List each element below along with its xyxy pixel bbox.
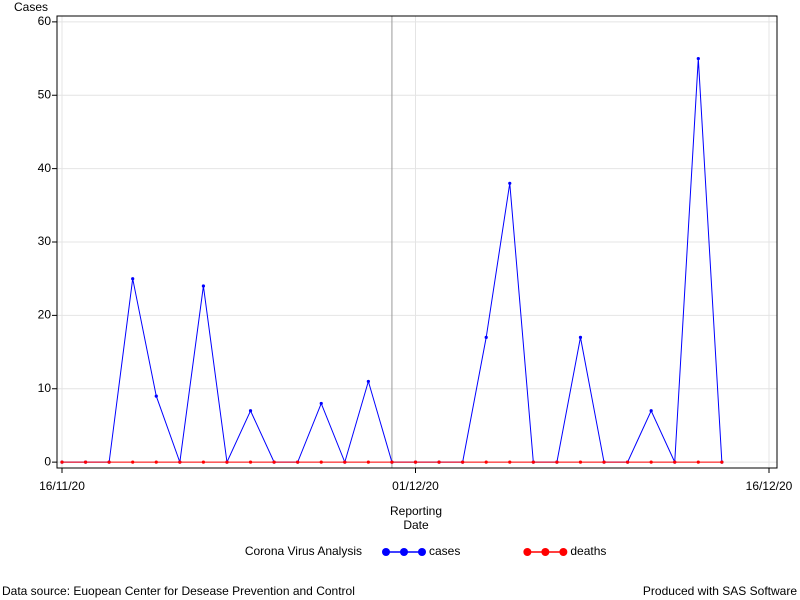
data-point xyxy=(696,460,700,464)
data-point xyxy=(484,335,488,339)
data-point xyxy=(578,335,583,339)
data-point xyxy=(83,460,88,464)
y-tick-label: 60 xyxy=(38,14,52,28)
data-point xyxy=(319,460,323,464)
data-point xyxy=(154,394,158,398)
data-point xyxy=(555,460,559,464)
x-tick-label: 16/12/20 xyxy=(746,479,793,493)
data-point xyxy=(602,460,606,464)
legend-label: cases xyxy=(429,544,460,558)
data-point xyxy=(178,460,182,464)
legend-marker xyxy=(400,548,408,556)
data-point xyxy=(366,379,370,384)
y-tick-label: 0 xyxy=(44,454,51,468)
x-tick-label: 16/11/20 xyxy=(39,479,85,493)
data-point xyxy=(649,409,653,413)
data-point xyxy=(248,409,253,413)
data-point xyxy=(131,277,135,281)
legend-marker xyxy=(559,548,568,556)
data-point xyxy=(626,460,630,464)
footnote: Data source: Euopean Center for Desease … xyxy=(2,584,355,598)
data-point xyxy=(673,460,677,464)
data-point xyxy=(319,401,323,406)
y-tick-label: 10 xyxy=(38,381,52,395)
data-point xyxy=(649,460,653,464)
data-point xyxy=(272,460,276,464)
data-point xyxy=(508,181,512,185)
legend-title: Corona Virus Analysis xyxy=(245,544,362,558)
x-axis-label: Reporting xyxy=(390,504,442,518)
data-point xyxy=(508,460,512,464)
legend-marker xyxy=(541,548,550,556)
data-point xyxy=(484,460,488,464)
data-point xyxy=(720,460,724,464)
legend-marker xyxy=(418,548,426,556)
data-point xyxy=(201,284,205,288)
y-tick-label: 50 xyxy=(38,87,52,101)
data-point xyxy=(131,460,135,464)
data-point xyxy=(413,460,418,464)
data-point xyxy=(343,460,347,464)
data-point xyxy=(107,460,111,464)
data-point xyxy=(60,460,64,464)
y-tick-label: 40 xyxy=(38,161,52,175)
footnote: Produced with SAS Software xyxy=(643,584,797,598)
y-axis-label: Cases xyxy=(14,0,48,14)
y-tick-label: 30 xyxy=(38,234,52,248)
data-point xyxy=(696,56,700,61)
data-point xyxy=(437,460,441,464)
x-tick-label: 01/12/20 xyxy=(392,479,439,493)
x-axis-label: Date xyxy=(403,518,429,532)
legend-label: deaths xyxy=(570,544,606,558)
data-point xyxy=(201,460,205,464)
data-point xyxy=(531,460,535,464)
legend-marker xyxy=(382,548,390,556)
y-tick-label: 20 xyxy=(38,308,52,322)
data-point xyxy=(461,460,465,464)
data-point xyxy=(296,460,300,464)
data-point xyxy=(390,460,394,464)
legend-marker xyxy=(523,548,532,556)
data-point xyxy=(248,460,253,464)
data-point xyxy=(225,460,229,464)
data-point xyxy=(366,460,370,464)
data-point xyxy=(578,460,583,464)
data-point xyxy=(154,460,158,464)
